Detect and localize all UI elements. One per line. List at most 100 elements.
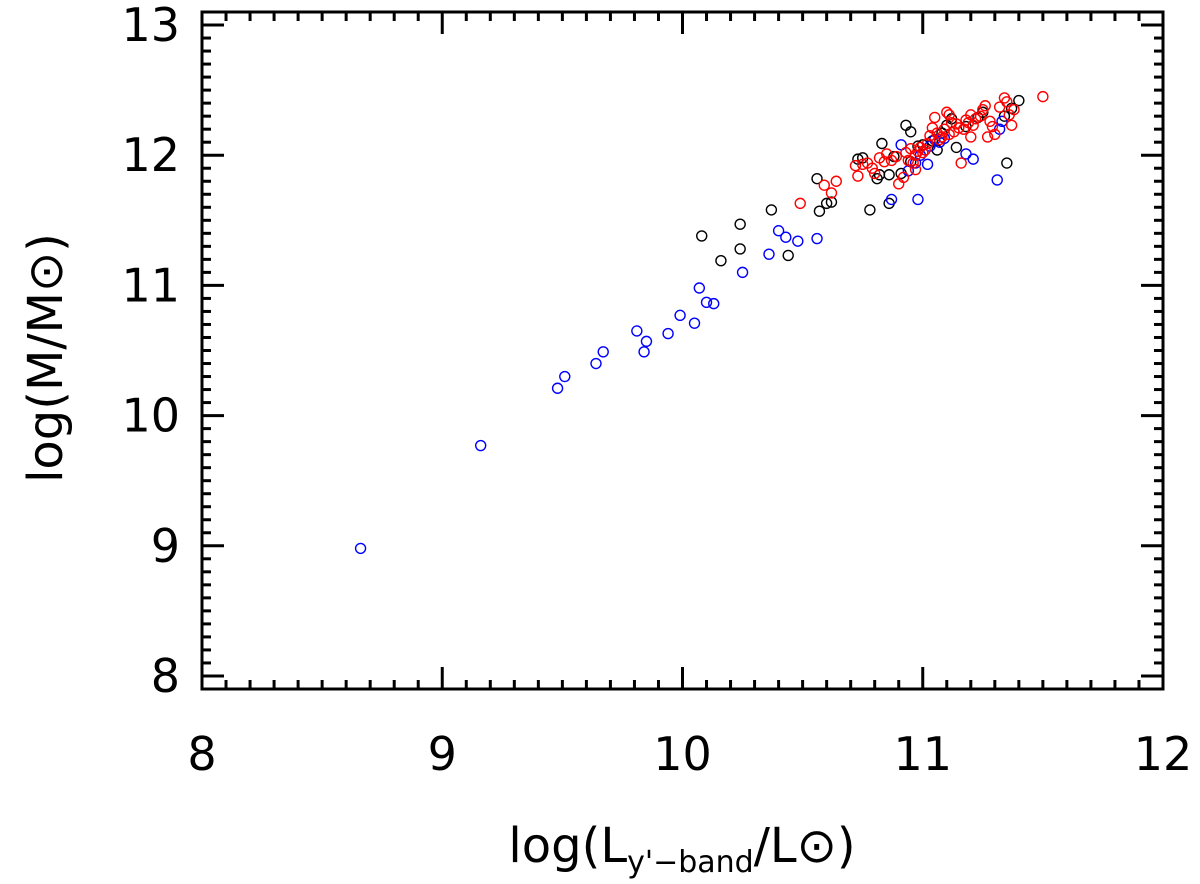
data-point-blue — [640, 335, 653, 348]
data-point-red — [1037, 90, 1049, 103]
data-point-black — [734, 243, 746, 255]
data-point-blue — [354, 542, 367, 555]
x-axis-title-suffix: ) — [837, 818, 856, 874]
data-point-blue — [638, 346, 650, 358]
data-point-red — [1005, 119, 1018, 131]
data-point-red — [1001, 96, 1013, 108]
data-point-red — [869, 167, 881, 180]
data-point-red — [890, 150, 903, 163]
tick-labels: 8 9 10 11 12 8 9 10 11 12 13 — [121, 0, 1192, 781]
data-point-red — [943, 109, 955, 121]
data-point-red — [929, 111, 941, 124]
data-point-blue — [811, 232, 823, 245]
data-point-red — [993, 101, 1006, 113]
data-point-black — [998, 110, 1011, 122]
x-tick-label: 11 — [893, 727, 952, 781]
data-point-black — [883, 169, 895, 181]
data-point-black — [825, 196, 838, 208]
data-point-red — [878, 156, 891, 168]
x-axis-title-prefix: log(L — [508, 818, 627, 874]
y-tick-label: 12 — [121, 128, 180, 182]
data-point-red — [941, 106, 953, 118]
data-point-black — [715, 254, 727, 267]
y-axis-sun-symbol: ⊙ — [18, 252, 74, 292]
data-point-red — [921, 137, 934, 150]
data-point-black — [1001, 157, 1013, 169]
data-point-red — [936, 131, 948, 143]
data-point-red — [919, 144, 931, 156]
data-point-blue — [991, 174, 1003, 186]
data-point-blue — [921, 158, 934, 171]
data-point-red — [909, 163, 922, 176]
data-point-black — [1013, 94, 1025, 107]
data-point-blue — [559, 370, 571, 383]
data-point-black — [905, 126, 917, 138]
data-point-black — [864, 204, 876, 216]
data-point-black — [765, 204, 778, 216]
data-point-red — [1008, 103, 1020, 116]
data-point-black — [734, 218, 746, 230]
data-point-black — [820, 197, 833, 210]
data-point-red — [974, 110, 987, 122]
data-point-blue — [885, 193, 898, 206]
data-point-red — [897, 171, 910, 184]
data-point-black — [696, 230, 708, 242]
data-point-red — [981, 131, 994, 143]
data-point-blue — [590, 357, 602, 370]
data-point-black — [811, 172, 823, 185]
data-point-blue — [551, 382, 564, 394]
data-point-red — [955, 157, 967, 169]
data-point-black — [813, 205, 826, 217]
y-axis-title-prefix: log(M/M — [18, 292, 74, 483]
data-point-red — [986, 120, 999, 133]
data-point-blue — [780, 231, 792, 243]
data-point-black — [950, 141, 963, 154]
data-point-red — [825, 187, 838, 199]
data-point-blue — [693, 282, 706, 294]
data-point-red — [794, 197, 806, 210]
data-point-red — [907, 157, 919, 169]
data-point-red — [984, 115, 996, 128]
data-point-blue — [688, 317, 701, 329]
data-point-red — [852, 170, 864, 182]
data-point-blue — [736, 266, 749, 279]
data-point-red — [924, 129, 936, 142]
data-point-blue — [912, 193, 924, 206]
data-point-red — [953, 122, 965, 134]
data-point-red — [818, 179, 830, 191]
axis-ticks — [200, 10, 1165, 691]
y-tick-label: 13 — [121, 0, 180, 52]
data-point-red — [979, 100, 991, 112]
x-tick-label: 10 — [653, 727, 712, 781]
x-tick-label: 12 — [1134, 727, 1193, 781]
data-point-blue — [772, 225, 785, 237]
data-point-blue — [792, 235, 804, 247]
x-axis-sun-symbol: ⊙ — [797, 818, 837, 874]
data-point-red — [989, 128, 1001, 141]
y-axis-title-suffix: ) — [18, 233, 74, 252]
data-point-black — [876, 137, 888, 150]
data-point-blue — [474, 439, 487, 452]
data-point-red — [917, 146, 929, 159]
y-tick-label: 10 — [121, 389, 180, 443]
y-tick-label: 9 — [151, 519, 180, 573]
data-point-blue — [967, 153, 979, 165]
data-point-red — [967, 119, 979, 131]
data-point-blue — [960, 148, 972, 160]
x-axis-title-subscript: y'−band — [627, 845, 754, 880]
data-points — [354, 90, 1049, 555]
data-point-red — [965, 131, 977, 143]
data-point-red — [849, 159, 862, 172]
data-point-blue — [708, 297, 720, 310]
y-tick-label: 8 — [151, 649, 180, 703]
y-axis-title: log(M/M⊙) — [18, 233, 74, 483]
x-axis-title-middle: /L — [754, 818, 797, 874]
data-point-red — [830, 175, 842, 187]
data-point-blue — [631, 325, 643, 337]
data-point-blue — [674, 309, 686, 322]
data-point-blue — [763, 248, 775, 260]
data-point-blue — [700, 296, 713, 309]
x-axis-title: log(Ly'−band/L⊙) — [508, 818, 855, 880]
data-point-blue — [597, 346, 609, 358]
